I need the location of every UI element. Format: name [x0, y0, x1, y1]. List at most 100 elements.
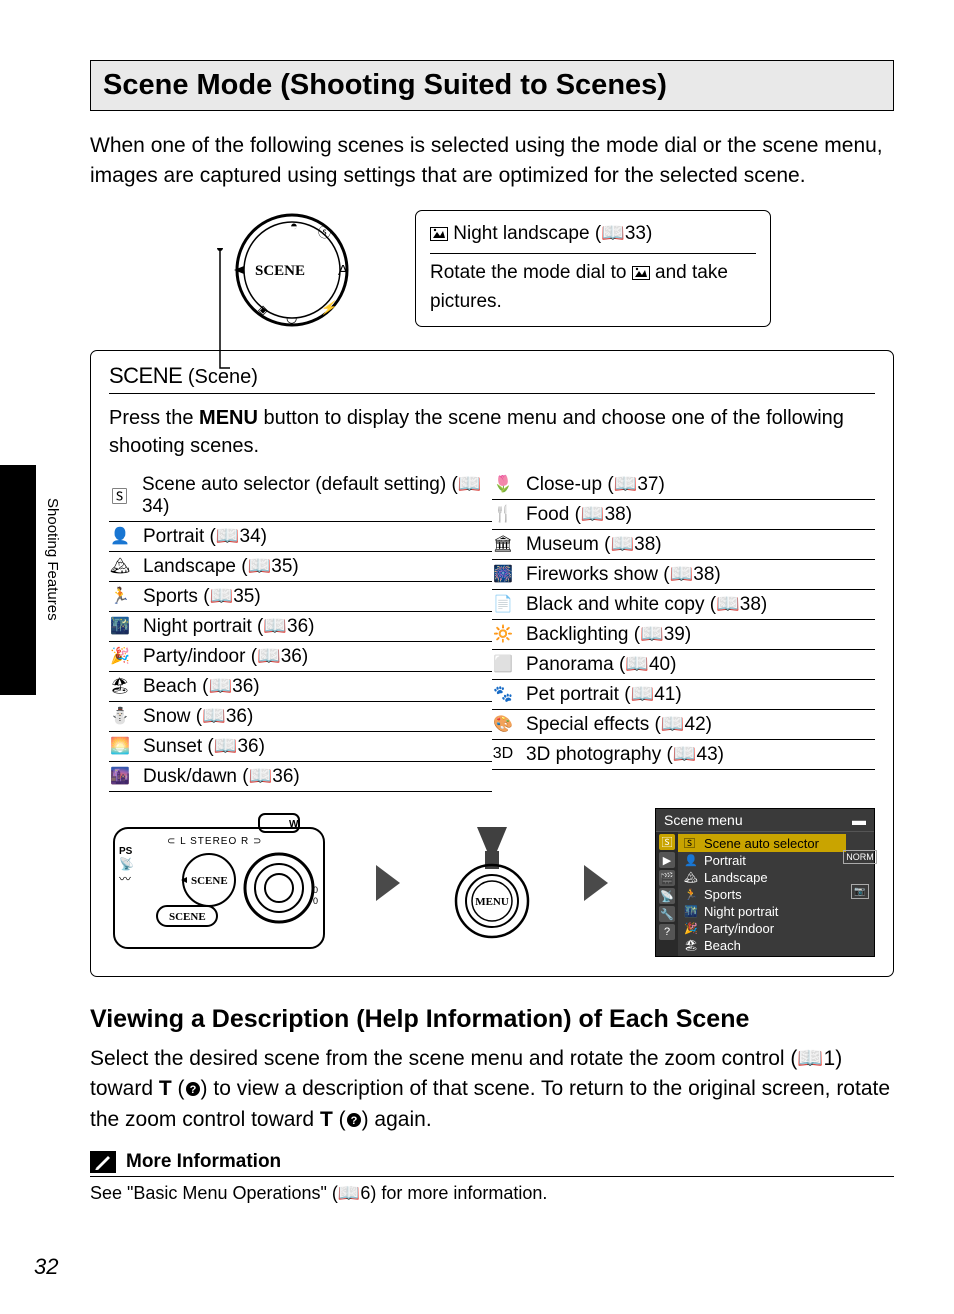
- svg-text:MENU: MENU: [475, 896, 509, 908]
- scene-icon: 🏛: [492, 534, 514, 554]
- scene-menu-item-label: Night portrait: [704, 904, 778, 919]
- scene-menu-item-icon: 🏃: [684, 888, 698, 901]
- scene-label: Museum (📖38): [526, 532, 662, 556]
- scene-box: SCENE (Scene) Press the MENU button to d…: [90, 350, 894, 977]
- scene-menu-item: 🎉Party/indoor: [678, 920, 846, 937]
- svg-text:⚡: ⚡: [320, 300, 337, 316]
- scene-icon: 🎆: [492, 564, 514, 584]
- scene-menu-item: 🏖 Beach: [678, 937, 846, 954]
- scene-row: 🏔Landscape (📖35): [109, 552, 492, 582]
- scene-row: 📄 Black and white copy (📖38): [492, 590, 875, 620]
- svg-text:?: ?: [189, 1084, 196, 1096]
- scene-menu-side-tabs: 🅂▶🎬📡🔧?: [656, 832, 678, 956]
- svg-text:SCENE: SCENE: [191, 875, 228, 887]
- scene-label: Pet portrait (📖41): [526, 682, 682, 706]
- scene-label: Party/indoor (📖36): [143, 644, 308, 668]
- svg-text:0: 0: [313, 885, 318, 895]
- book-icon: 📖: [661, 712, 685, 736]
- svg-text:PS: PS: [119, 846, 133, 857]
- scene-label: Landscape (📖35): [143, 554, 299, 578]
- svg-text:W: W: [289, 819, 299, 830]
- viewing-heading: Viewing a Description (Help Information)…: [90, 1005, 894, 1034]
- scene-menu-item: 🏃 Sports: [678, 886, 846, 903]
- scene-icon: 🌃: [109, 616, 131, 636]
- book-icon: 📖: [716, 592, 740, 616]
- scene-label: Black and white copy (📖38): [526, 592, 767, 616]
- scene-row: 🌅Sunset (📖36): [109, 732, 492, 762]
- menu-button-illustration: MENU: [447, 823, 537, 943]
- svg-text:A: A: [338, 262, 348, 279]
- scene-menu-title: Scene menu: [664, 812, 743, 828]
- scene-menu-item: 🅂 Scene auto selector: [678, 834, 846, 852]
- scene-icon: 🏖: [109, 676, 131, 696]
- help-icon: ?: [185, 1077, 201, 1100]
- scene-row: 🐾Pet portrait (📖41): [492, 680, 875, 710]
- scene-label: Sports (📖35): [143, 584, 261, 608]
- scene-icon: 🌅: [109, 736, 131, 756]
- scene-menu-item-label: Scene auto selector: [704, 836, 819, 851]
- book-icon: 📖: [263, 614, 287, 638]
- scene-row: 🍴 Food (📖38): [492, 500, 875, 530]
- scene-icon: 📄: [492, 594, 514, 614]
- scene-row: 🎆 Fireworks show (📖38): [492, 560, 875, 590]
- callout-body-before: Rotate the mode dial to: [430, 262, 632, 283]
- scene-label: Close-up (📖37): [526, 472, 665, 496]
- scene-icon: 🍴: [492, 504, 514, 524]
- scene-menu-item-label: Sports: [704, 887, 742, 902]
- scene-menu-item-label: Beach: [704, 938, 741, 953]
- scene-row: ⬜Panorama (📖40): [492, 650, 875, 680]
- more-info-body: See "Basic Menu Operations" (📖6) for mor…: [90, 1183, 894, 1204]
- scene-menu-screenshot: Scene menu ▬ 🅂▶🎬📡🔧? 🅂 Scene auto selector…: [655, 808, 875, 957]
- scene-menu-item-icon: 🏖: [684, 939, 698, 952]
- scene-icon: 3D: [492, 745, 514, 763]
- book-icon: 📖: [338, 1183, 360, 1204]
- svg-text:◡: ◡: [286, 310, 297, 325]
- scene-row: 🌃 Night portrait (📖36): [109, 612, 492, 642]
- scene-menu-item-label: Landscape: [704, 870, 768, 885]
- arrow-icon: [374, 863, 402, 903]
- book-icon: 📖: [614, 472, 638, 496]
- night-landscape-icon-inline: [632, 262, 650, 289]
- battery-icon: ▬: [852, 812, 866, 828]
- scene-menu-item-label: Portrait: [704, 853, 746, 868]
- scene-row: 🅂Scene auto selector (default setting) (…: [109, 470, 492, 522]
- scene-menu-item-icon: 🏔: [684, 871, 698, 884]
- scene-menu-item-icon: 🎉: [684, 922, 698, 935]
- intro-text: When one of the following scenes is sele…: [90, 131, 894, 192]
- callout-title-page: 33): [625, 223, 652, 244]
- scene-menu-item: 🏔 Landscape: [678, 869, 846, 886]
- scene-row: 🏃 Sports (📖35): [109, 582, 492, 612]
- scene-icon: 🔆: [492, 624, 514, 644]
- scene-icon: 🎉: [109, 646, 131, 666]
- book-icon: 📖: [257, 644, 281, 668]
- book-icon: 📖: [458, 472, 482, 496]
- connector-line: [210, 248, 230, 378]
- scene-row: ⛄Snow (📖36): [109, 702, 492, 732]
- scene-menu-item-icon: 🅂: [684, 835, 698, 851]
- book-icon: 📖: [208, 674, 232, 698]
- more-info-title: More Information: [126, 1151, 281, 1173]
- scene-row: 🎉 Party/indoor (📖36): [109, 642, 492, 672]
- scene-icon: 🌆: [109, 766, 131, 786]
- scene-icon: ⛄: [109, 706, 131, 726]
- scene-label: Food (📖38): [526, 502, 632, 526]
- scene-menu-item: 👤Portrait: [678, 852, 846, 869]
- scene-menu-item-icon: 🌃: [684, 905, 698, 918]
- scene-word: SCENE: [109, 363, 182, 388]
- book-icon: 📖: [625, 652, 649, 676]
- book-icon: 📖: [640, 622, 664, 646]
- scene-icon: ⬜: [492, 654, 514, 674]
- book-icon: 📖: [581, 502, 605, 526]
- callout-title-text: Night landscape (: [453, 223, 601, 244]
- svg-text:SCENE: SCENE: [169, 911, 206, 923]
- scene-label: Night portrait (📖36): [143, 614, 315, 638]
- scene-label: Dusk/dawn (📖36): [143, 764, 300, 788]
- scene-icon: 🏃: [109, 586, 131, 606]
- scene-label: Fireworks show (📖38): [526, 562, 721, 586]
- book-icon: 📖: [216, 524, 240, 548]
- scene-table: 🅂Scene auto selector (default setting) (…: [109, 470, 875, 792]
- scene-label: Beach (📖36): [143, 674, 260, 698]
- book-icon: 📖: [249, 764, 273, 788]
- scene-label: Backlighting (📖39): [526, 622, 691, 646]
- camera-illustration: SCENE SCENE W ⊂ L STEREO R ⊃ PS 📡 〰 0 0: [109, 808, 329, 958]
